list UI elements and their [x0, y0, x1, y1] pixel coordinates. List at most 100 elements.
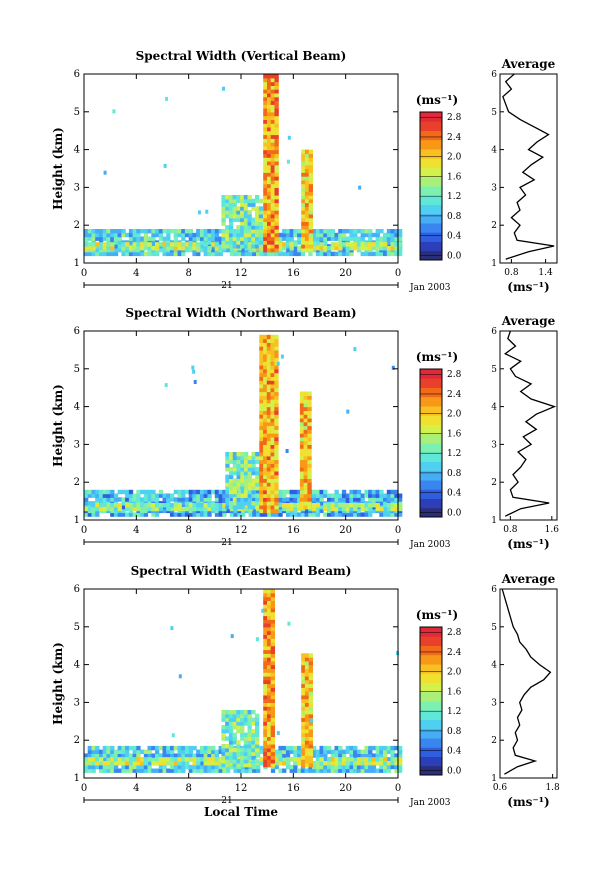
heatmap-cell: [203, 497, 208, 502]
heatmap-cell: [360, 503, 365, 508]
heatmap-cell: [236, 467, 241, 472]
heatmap-cell: [398, 236, 403, 241]
heatmap-cell: [266, 334, 272, 340]
heatmap-cell: [267, 187, 272, 192]
heatmap-cell: [303, 470, 308, 476]
heatmap-cell: [244, 455, 249, 461]
heatmap-cell: [226, 508, 231, 514]
heatmap-cell: [228, 740, 234, 745]
heatmap-cell: [259, 749, 264, 754]
heatmap-cell: [214, 236, 220, 241]
heatmap-cell: [240, 452, 245, 457]
heatmap-cell: [301, 176, 306, 181]
heatmap-cell: [274, 448, 279, 453]
heatmap-cell: [267, 736, 272, 741]
heatmap-cell: [184, 757, 190, 762]
heatmap-cell: [188, 749, 193, 754]
heatmap-cell: [353, 232, 358, 238]
heatmap-cell: [143, 246, 149, 251]
heatmap-cell: [199, 247, 205, 253]
heatmap-cell: [132, 745, 137, 751]
heatmap-cell: [263, 399, 268, 404]
heatmap-cell: [255, 721, 260, 726]
heatmap-cell: [282, 489, 287, 495]
heatmap-cell: [251, 221, 256, 226]
heatmap-cell: [181, 753, 186, 758]
heatmap-cell: [259, 402, 264, 408]
heatmap-cell: [300, 512, 306, 517]
heatmap-cell: [303, 444, 308, 449]
heatmap-cell: [270, 459, 275, 464]
heatmap-cell: [368, 232, 373, 238]
heatmap-cell: [285, 247, 291, 253]
heatmap-cell: [140, 503, 145, 508]
heatmap-cell: [263, 176, 268, 181]
average-profile-line: [503, 330, 557, 517]
heatmap-cell: [225, 747, 230, 753]
heatmap-cell: [263, 626, 268, 632]
heatmap-cell: [143, 242, 149, 247]
heatmap-cell: [308, 168, 313, 173]
heatmap-cell: [233, 251, 238, 257]
heatmap-cell: [228, 202, 234, 207]
heatmap-cell: [251, 721, 256, 726]
heatmap-cell: [263, 611, 268, 617]
heatmap-cell: [244, 251, 249, 257]
heatmap-cell: [267, 645, 272, 651]
heatmap-cell: [207, 503, 212, 508]
heatmap-cell: [259, 463, 264, 468]
heatmap-cell: [263, 664, 268, 669]
heatmap-cell: [247, 713, 252, 719]
heatmap-cell: [274, 391, 279, 396]
heatmap-cell: [263, 229, 268, 234]
heatmap-cell: [87, 506, 92, 512]
heatmap-cell: [263, 179, 268, 185]
heatmap-cell: [236, 459, 241, 464]
heatmap-cell: [259, 372, 264, 377]
heatmap-cell: [263, 251, 268, 257]
heatmap-cell: [267, 759, 272, 764]
heatmap-cell: [379, 745, 384, 751]
heatmap-cell: [360, 757, 365, 762]
heatmap-cell: [301, 710, 306, 715]
heatmap-cell: [91, 503, 96, 508]
heatmap-cell: [99, 489, 104, 495]
heatmap-cell: [110, 242, 115, 247]
heatmap-cell: [240, 759, 245, 764]
heatmap-cell: [140, 749, 145, 754]
heatmap-cell: [383, 232, 388, 238]
heatmap-cell: [263, 713, 268, 719]
heatmap-cell: [386, 761, 392, 766]
heatmap-cell: [364, 506, 369, 512]
heatmap-cell: [285, 449, 289, 453]
heatmap-cell: [274, 452, 279, 457]
heatmap-cell: [398, 251, 403, 257]
heatmap-cell: [286, 159, 290, 164]
heatmap-cell: [308, 713, 313, 719]
heatmap-cell: [181, 242, 186, 247]
heatmap-cell: [240, 229, 245, 234]
heatmap-cell: [84, 246, 89, 251]
heatmap-cell: [91, 251, 96, 257]
heatmap-cell: [270, 668, 275, 673]
heatmap-cell: [181, 512, 186, 517]
heatmap-cell: [263, 104, 268, 109]
heatmap-cell: [203, 757, 208, 762]
heatmap-cell: [368, 512, 373, 517]
heatmap-cell: [232, 463, 238, 468]
heatmap-cell: [360, 493, 365, 498]
heatmap-cell: [270, 706, 275, 711]
heatmap-cell: [263, 489, 268, 495]
heatmap-cell: [259, 478, 264, 483]
x-tick-label: 0: [395, 783, 401, 794]
heatmap-cell: [232, 762, 237, 768]
heatmap-cell: [297, 757, 302, 762]
heatmap-cell: [338, 753, 343, 758]
heatmap-cell: [282, 506, 287, 512]
x-tick-label: 8: [185, 783, 191, 794]
heatmap-cell: [244, 493, 249, 498]
heatmap-cell: [229, 497, 235, 502]
heatmap-cell: [301, 213, 306, 219]
heatmap-cell: [95, 489, 100, 495]
heatmap-cell: [247, 710, 252, 715]
